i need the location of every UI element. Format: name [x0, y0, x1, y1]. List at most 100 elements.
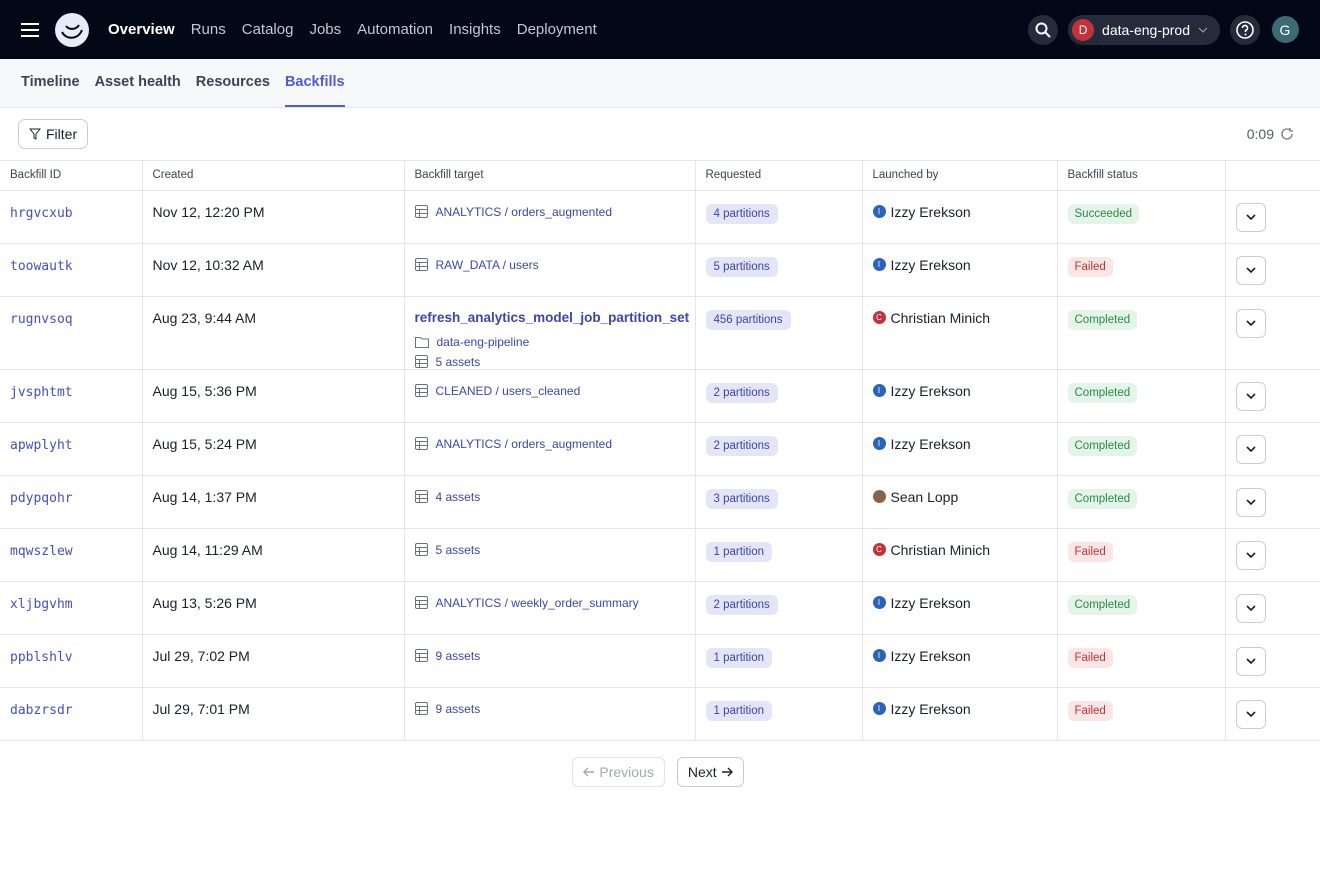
created-cell: Aug 15, 5:24 PM: [142, 422, 404, 475]
action-cell: [1225, 475, 1320, 528]
asset-link[interactable]: 4 assets: [436, 490, 481, 504]
status-tag: Completed: [1068, 489, 1138, 509]
tab[interactable]: Asset health: [95, 59, 181, 107]
status-cell: Completed: [1057, 581, 1225, 634]
backfill-id[interactable]: apwplyht: [10, 438, 73, 453]
asset-target: 9 assets: [415, 649, 685, 663]
nav-item[interactable]: Runs: [191, 21, 226, 38]
requested-pill[interactable]: 1 partition: [706, 701, 773, 721]
requested-pill[interactable]: 2 partitions: [706, 383, 778, 403]
refresh[interactable]: 0:09: [1247, 126, 1294, 142]
launcher: IIzzy Erekson: [873, 648, 1047, 664]
user-avatar[interactable]: G: [1272, 16, 1299, 43]
target-cell: RAW_DATA / users: [404, 243, 695, 296]
created-cell: Jul 29, 7:01 PM: [142, 687, 404, 740]
launcher-name: Christian Minich: [891, 542, 991, 558]
assets-link[interactable]: 5 assets: [436, 355, 481, 369]
backfill-id[interactable]: pdypqohr: [10, 491, 73, 506]
asset-link[interactable]: 5 assets: [436, 543, 481, 557]
row-menu-button[interactable]: [1236, 382, 1266, 411]
nav-items: Overview Runs Catalog Jobs Automation Insight…: [108, 21, 613, 38]
backfill-id[interactable]: toowautk: [10, 259, 73, 274]
job-name[interactable]: refresh_analytics_model_job_partition_se…: [415, 310, 685, 325]
asset-link[interactable]: ANALYTICS / orders_augmented: [436, 205, 613, 219]
requested-pill[interactable]: 5 partitions: [706, 257, 778, 277]
tab[interactable]: Backfills: [285, 59, 345, 107]
backfill-id[interactable]: xljbgvhm: [10, 597, 73, 612]
backfill-id[interactable]: mqwszlew: [10, 544, 73, 559]
created: Jul 29, 7:02 PM: [153, 648, 250, 664]
launched-cell: IIzzy Erekson: [862, 190, 1057, 243]
requested-pill[interactable]: 3 partitions: [706, 489, 778, 509]
deployment-switcher[interactable]: D data-eng-prod: [1068, 15, 1220, 45]
asset-link[interactable]: ANALYTICS / weekly_order_summary: [436, 596, 639, 610]
deployment-initial: D: [1072, 19, 1094, 41]
menu-button[interactable]: [20, 22, 40, 38]
table-row: apwplyht Aug 15, 5:24 PM ANALYTICS / order…: [0, 422, 1320, 475]
created-cell: Aug 14, 11:29 AM: [142, 528, 404, 581]
launcher-name: Sean Lopp: [891, 489, 959, 505]
location-name[interactable]: data-eng-pipeline: [437, 335, 530, 349]
logo[interactable]: [54, 12, 90, 48]
asset-link[interactable]: CLEANED / users_cleaned: [436, 384, 581, 398]
table-row: dabzrsdr Jul 29, 7:01 PM 9 assets 1 partiti…: [0, 687, 1320, 740]
row-menu-button[interactable]: [1236, 700, 1266, 729]
row-menu-button[interactable]: [1236, 541, 1266, 570]
row-menu-button[interactable]: [1236, 488, 1266, 517]
launcher: IIzzy Erekson: [873, 436, 1047, 452]
asset-target: 5 assets: [415, 543, 685, 557]
row-menu-button[interactable]: [1236, 256, 1266, 285]
requested-pill[interactable]: 2 partitions: [706, 595, 778, 615]
status-tag: Completed: [1068, 436, 1138, 456]
row-menu-button[interactable]: [1236, 309, 1266, 338]
row-menu-button[interactable]: [1236, 435, 1266, 464]
asset-link[interactable]: ANALYTICS / orders_augmented: [436, 437, 613, 451]
backfill-id[interactable]: hrgvcxub: [10, 206, 73, 221]
asset-link[interactable]: RAW_DATA / users: [436, 258, 539, 272]
launcher-name: Izzy Erekson: [891, 701, 971, 717]
nav-item[interactable]: Overview: [108, 21, 175, 38]
row-menu-button[interactable]: [1236, 647, 1266, 676]
requested-pill[interactable]: 456 partitions: [706, 310, 791, 330]
nav-item[interactable]: Jobs: [309, 21, 341, 38]
help-button[interactable]: [1230, 15, 1260, 45]
previous-button[interactable]: Previous: [572, 757, 664, 787]
backfill-id[interactable]: jvsphtmt: [10, 385, 73, 400]
status-tag: Failed: [1068, 648, 1113, 668]
column-header: Requested: [695, 161, 862, 190]
launched-cell: CChristian Minich: [862, 528, 1057, 581]
backfill-id[interactable]: dabzrsdr: [10, 703, 73, 718]
asset-link[interactable]: 9 assets: [436, 702, 481, 716]
table-row: ppblshlv Jul 29, 7:02 PM 9 assets 1 partiti…: [0, 634, 1320, 687]
launcher-name: Izzy Erekson: [891, 648, 971, 664]
status-cell: Failed: [1057, 634, 1225, 687]
assets: 5 assets: [415, 355, 685, 369]
nav-item[interactable]: Automation: [357, 21, 433, 38]
action-cell: [1225, 369, 1320, 422]
filter-button[interactable]: Filter: [18, 119, 88, 149]
tab[interactable]: Timeline: [21, 59, 80, 107]
id-cell: rugnvsoq: [0, 296, 142, 369]
nav-item[interactable]: Insights: [449, 21, 501, 38]
tab[interactable]: Resources: [196, 59, 270, 107]
requested-pill[interactable]: 1 partition: [706, 648, 773, 668]
launched-cell: IIzzy Erekson: [862, 581, 1057, 634]
next-button[interactable]: Next: [677, 757, 744, 787]
requested-pill[interactable]: 2 partitions: [706, 436, 778, 456]
column-header: Backfill status: [1057, 161, 1225, 190]
launcher: IIzzy Erekson: [873, 204, 1047, 220]
backfill-id[interactable]: ppblshlv: [10, 650, 73, 665]
filter-label: Filter: [46, 126, 77, 142]
backfills-table: Backfill IDCreatedBackfill targetRequest…: [0, 161, 1320, 741]
backfill-id[interactable]: rugnvsoq: [10, 312, 73, 327]
asset-link[interactable]: 9 assets: [436, 649, 481, 663]
search-button[interactable]: [1028, 15, 1058, 45]
nav-item[interactable]: Deployment: [517, 21, 597, 38]
nav-item[interactable]: Catalog: [242, 21, 294, 38]
requested-pill[interactable]: 4 partitions: [706, 204, 778, 224]
requested-pill[interactable]: 1 partition: [706, 542, 773, 562]
row-menu-button[interactable]: [1236, 594, 1266, 623]
row-menu-button[interactable]: [1236, 203, 1266, 232]
action-cell: [1225, 296, 1320, 369]
asset-target: ANALYTICS / orders_augmented: [415, 205, 685, 219]
